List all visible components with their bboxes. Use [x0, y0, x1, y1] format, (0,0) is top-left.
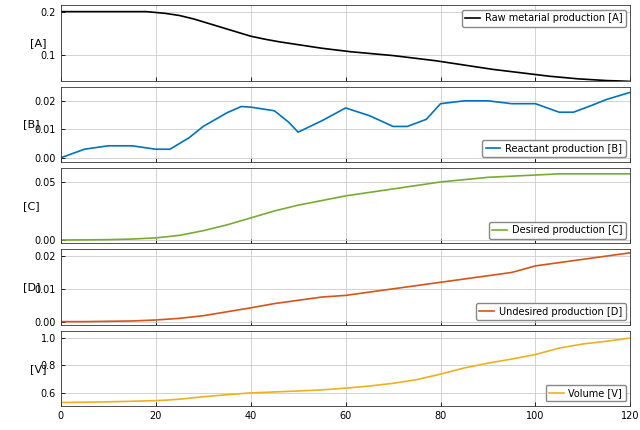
Legend: Volume [V]: Volume [V]: [545, 385, 625, 402]
Legend: Raw metarial production [A]: Raw metarial production [A]: [461, 10, 625, 27]
Y-axis label: [V]: [V]: [29, 364, 46, 374]
Y-axis label: [A]: [A]: [29, 38, 46, 48]
Y-axis label: [D]: [D]: [23, 282, 40, 292]
Legend: Reactant production [B]: Reactant production [B]: [483, 140, 625, 157]
Legend: Undesired production [D]: Undesired production [D]: [476, 303, 625, 320]
Y-axis label: [B]: [B]: [24, 119, 40, 129]
Legend: Desired production [C]: Desired production [C]: [489, 222, 625, 239]
Y-axis label: [C]: [C]: [23, 201, 40, 211]
